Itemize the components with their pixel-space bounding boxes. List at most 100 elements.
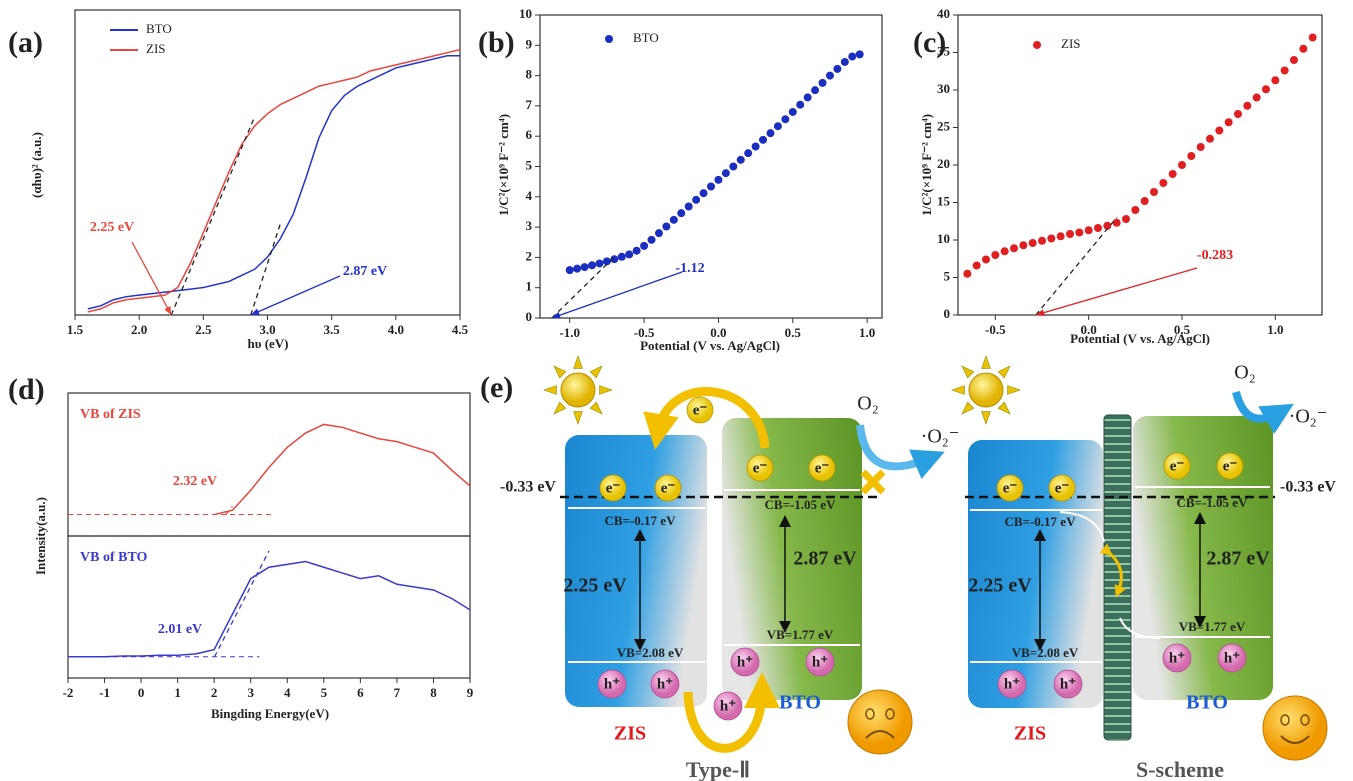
data-point <box>841 58 849 66</box>
x-tick-label: 0.5 <box>785 325 802 340</box>
data-point <box>714 176 722 184</box>
electron-label: e⁻ <box>661 480 676 496</box>
x-axis-label: Potential (V vs. Ag/AgCl) <box>640 338 780 353</box>
data-point <box>1290 56 1298 64</box>
sun-ray <box>574 412 583 424</box>
x-axis-label: Potential (V vs. Ag/AgCl) <box>1070 331 1210 346</box>
data-point <box>833 65 841 73</box>
panel-label: (d) <box>8 373 45 406</box>
annotation-arrowhead <box>552 312 561 319</box>
data-point <box>595 259 603 267</box>
data-line <box>68 562 470 657</box>
data-point <box>1215 127 1223 135</box>
legend-label: VB of ZIS <box>80 407 141 422</box>
x-tick-label: 4.5 <box>452 322 469 337</box>
data-point <box>1206 135 1214 143</box>
hole-label: h⁺ <box>1060 676 1076 692</box>
gap-label: 2.87 eV <box>793 548 857 570</box>
legend-label: ZIS <box>1061 36 1081 51</box>
sun-ray <box>982 412 991 424</box>
data-point <box>729 163 737 171</box>
y-tick-label: 40 <box>937 6 950 21</box>
y-tick-label: 7 <box>526 97 533 112</box>
face <box>848 690 912 754</box>
data-point <box>1234 110 1242 118</box>
sun-ray <box>998 366 1010 378</box>
data-point <box>744 149 752 157</box>
electron-label: e⁻ <box>1003 480 1018 496</box>
data-point <box>1159 179 1167 187</box>
data-point <box>692 196 700 204</box>
plot-frame <box>540 15 882 318</box>
vb-label: VB=2.08 eV <box>1012 645 1079 660</box>
x-tick-label: 4.0 <box>388 322 404 337</box>
sun-ray <box>600 386 612 395</box>
data-point <box>737 156 745 164</box>
data-point <box>789 108 797 116</box>
hole-label: h⁺ <box>1004 676 1020 692</box>
x-tick-label: 3 <box>247 685 254 700</box>
vb-label: VB=2.08 eV <box>617 645 684 660</box>
data-point <box>1066 230 1074 238</box>
data-point <box>1085 226 1093 234</box>
data-point <box>618 253 626 261</box>
level-label: -0.33 eV <box>1280 479 1336 496</box>
data-point <box>826 72 834 80</box>
x-tick-label: 7 <box>394 685 401 700</box>
data-point <box>625 250 633 258</box>
bto-label: BTO <box>1186 692 1228 714</box>
y-tick-label: 0 <box>526 309 533 324</box>
scheme-title: Type-Ⅱ <box>686 757 750 781</box>
data-point <box>707 182 715 190</box>
data-point <box>819 79 827 87</box>
data-point <box>1169 170 1177 178</box>
sun-ray <box>998 402 1010 414</box>
y-tick-label: 3 <box>526 218 533 233</box>
y-tick-label: 30 <box>937 81 950 96</box>
data-point <box>766 129 774 137</box>
annotation: 2.01 eV <box>158 622 202 637</box>
y-tick-label: 10 <box>937 231 950 246</box>
electron-label: e⁻ <box>1223 458 1238 474</box>
data-line <box>88 50 460 312</box>
data-point <box>581 263 589 271</box>
data-point <box>662 222 670 230</box>
data-point <box>963 270 971 278</box>
x-axis-label: Bingding Energy(eV) <box>211 706 329 721</box>
electron-label: e⁻ <box>606 480 621 496</box>
panel-label: (b) <box>478 26 515 59</box>
data-line <box>88 56 460 309</box>
annotation: 2.25 eV <box>90 220 134 235</box>
annotation: -0.283 <box>1197 248 1233 263</box>
data-point <box>1094 224 1102 232</box>
legend-swatch <box>605 35 613 43</box>
scheme-title: S-scheme <box>1136 757 1224 781</box>
x-tick-label: 8 <box>430 685 437 700</box>
annotation: 2.32 eV <box>173 474 217 489</box>
sun <box>561 373 595 407</box>
annotation-arrow <box>552 272 682 318</box>
data-point <box>759 136 767 144</box>
hole-label: h⁺ <box>812 654 828 670</box>
data-point <box>752 143 760 151</box>
legend-label: BTO <box>633 30 659 45</box>
data-point <box>856 50 864 58</box>
sun-ray <box>544 386 556 395</box>
data-point <box>781 115 789 123</box>
y-tick-label: 6 <box>526 127 533 142</box>
electron-label: e⁻ <box>753 460 768 476</box>
y-tick-label: 15 <box>937 193 951 208</box>
data-point <box>1010 244 1018 252</box>
data-point <box>991 251 999 259</box>
data-point <box>670 216 678 224</box>
sun-ray <box>590 366 602 378</box>
data-point <box>1057 232 1065 240</box>
data-point <box>648 236 656 244</box>
o2-label: O₂ <box>857 393 878 415</box>
annotation: 2.87 eV <box>343 264 387 279</box>
y-tick-label: 5 <box>944 268 951 283</box>
data-point <box>640 242 648 250</box>
cb-label: CB=-1.05 eV <box>1177 495 1249 510</box>
data-point <box>655 229 663 237</box>
x-tick-label: 2.0 <box>131 322 147 337</box>
